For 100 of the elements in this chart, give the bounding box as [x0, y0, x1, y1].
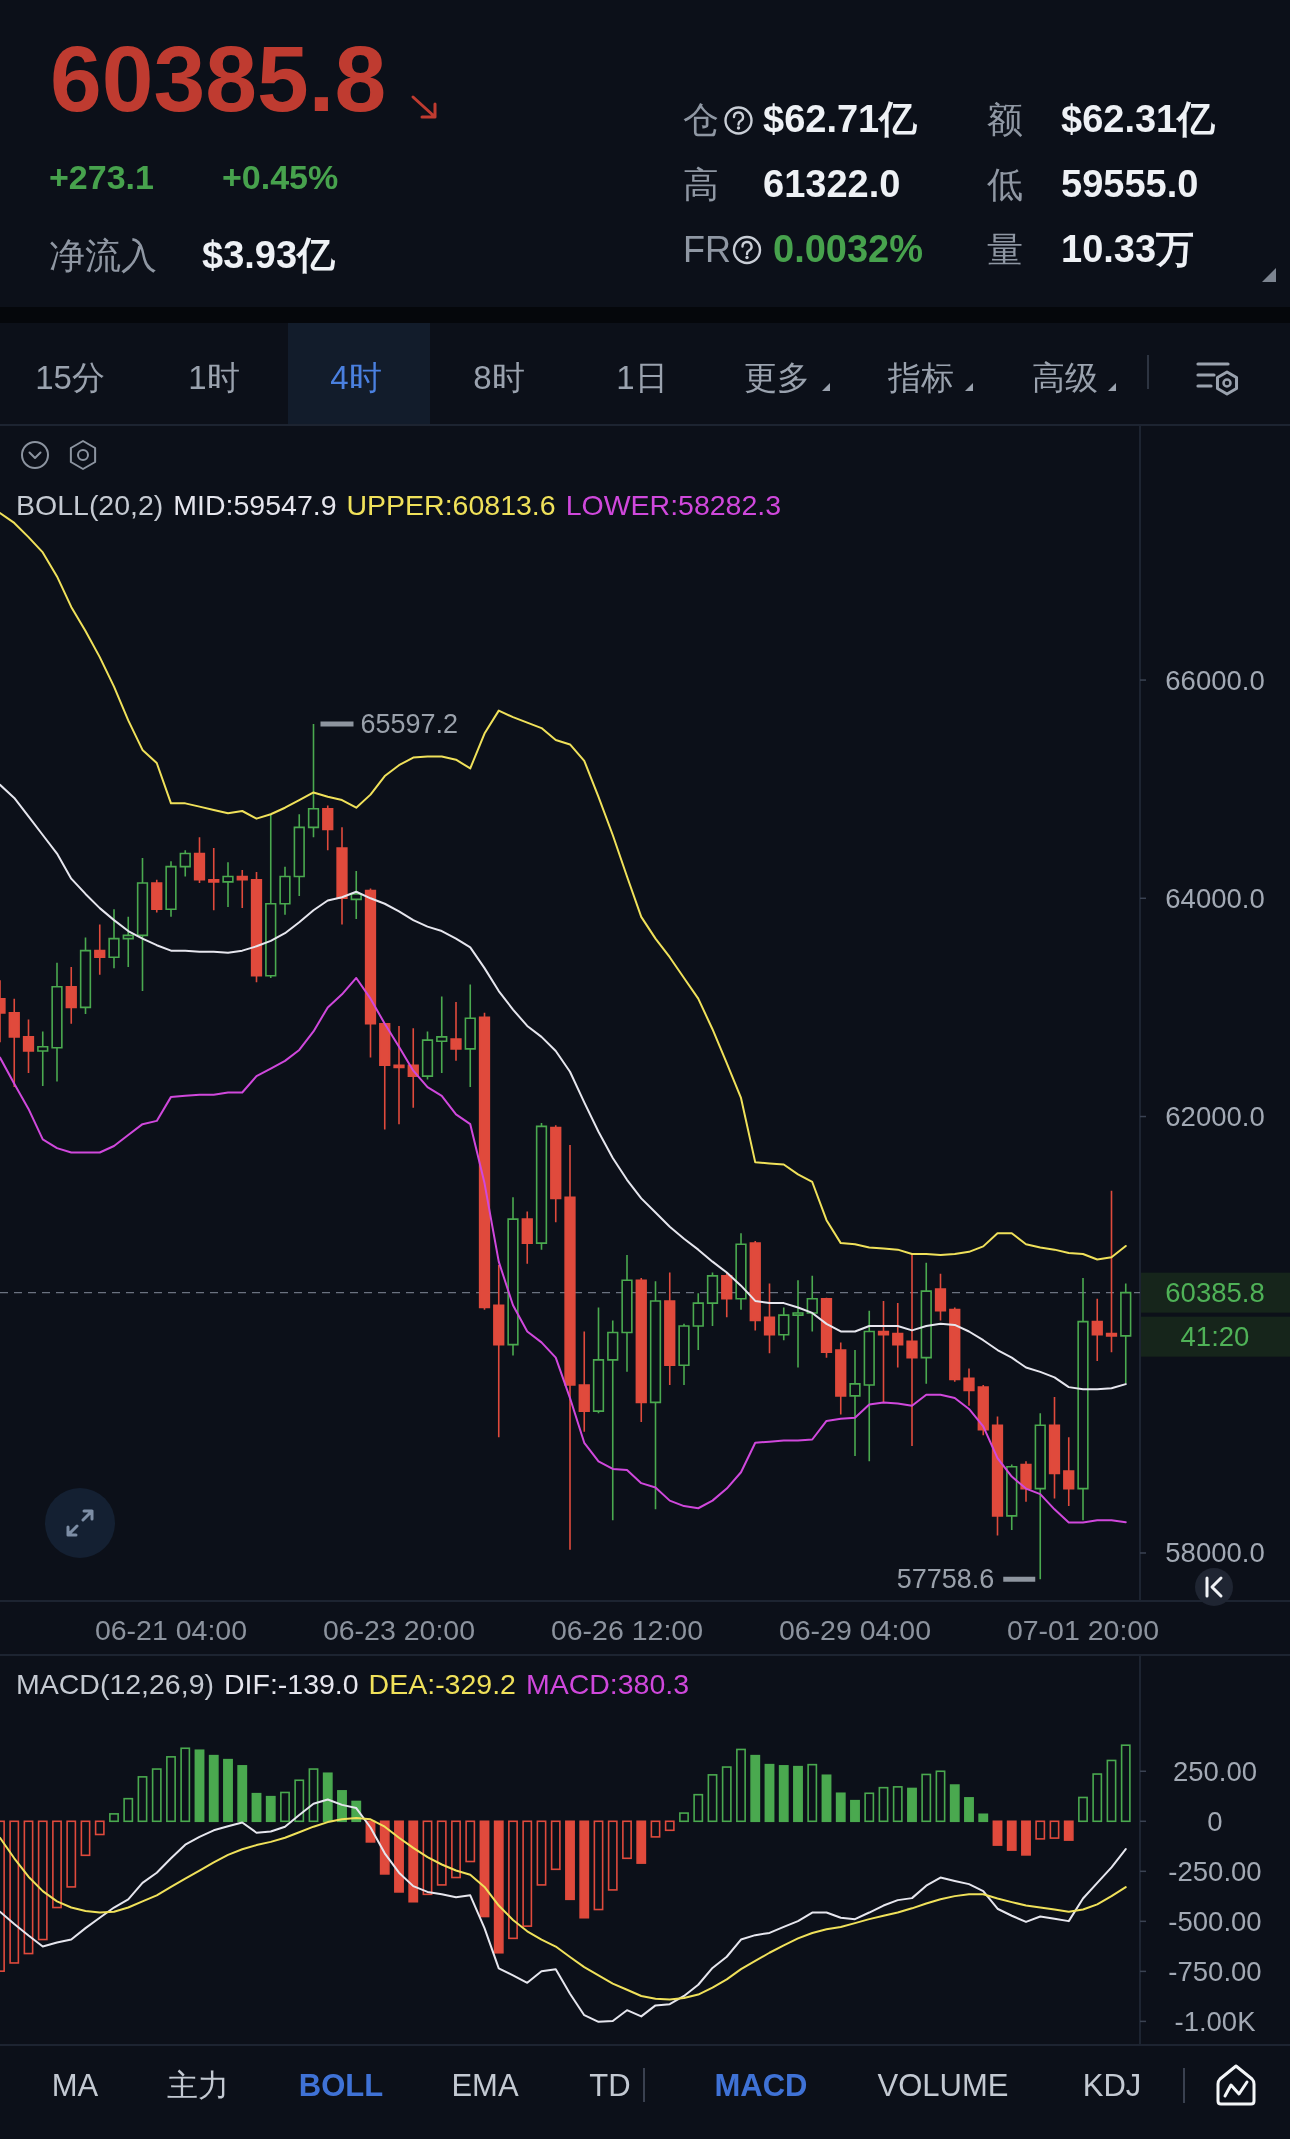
- bar: [451, 1820, 461, 1879]
- candlestick: [336, 826, 348, 926]
- bar: [935, 1770, 946, 1823]
- text: 量: [987, 229, 1023, 270]
- bar: [878, 1786, 889, 1823]
- bar: [892, 1786, 903, 1823]
- bar: [850, 1799, 860, 1823]
- bar: [565, 1820, 575, 1901]
- candlestick: [564, 1144, 576, 1551]
- bar: [1092, 1773, 1103, 1823]
- candlestick: [393, 1025, 405, 1125]
- bar: [835, 1792, 846, 1823]
- y-tick-label: 66000.0: [1165, 664, 1265, 696]
- bar: [978, 1813, 989, 1823]
- bar: [721, 1766, 732, 1823]
- x-tick-label: 06-23 20:00: [322, 1614, 476, 1646]
- candlestick: [250, 871, 263, 984]
- line-series: [0, 1817, 1127, 2001]
- bar: [907, 1787, 917, 1823]
- bar: [679, 1812, 689, 1823]
- bar: [137, 1776, 148, 1823]
- candlestick: [792, 1279, 804, 1369]
- bar: [251, 1792, 262, 1823]
- text: 61322.0: [763, 163, 901, 205]
- candlestick: [350, 870, 362, 920]
- bar: [508, 1820, 518, 1940]
- candlestick: [678, 1323, 690, 1386]
- text: 59555.0: [1061, 163, 1199, 205]
- text: $62.71亿: [763, 98, 919, 140]
- bar: [180, 1747, 191, 1823]
- candlestick: [265, 813, 277, 979]
- candlestick: [421, 1030, 434, 1081]
- x-tick-label: 06-26 12:00: [550, 1614, 704, 1646]
- candlestick: [535, 1122, 548, 1251]
- y-tick-label: -1.00K: [1174, 2005, 1257, 2037]
- bar: [223, 1758, 233, 1823]
- x-tick-label: 06-21 04:00: [94, 1614, 248, 1646]
- text: FR: [683, 229, 731, 270]
- bar: [664, 1820, 675, 1832]
- candlestick: [65, 966, 77, 1025]
- candlestick: [977, 1384, 989, 1436]
- candlestick: [706, 1271, 719, 1327]
- bar: [736, 1748, 746, 1823]
- legend-title: MACD(12,26,9): [16, 1668, 214, 1700]
- candlestick: [621, 1254, 633, 1373]
- bar: [921, 1773, 932, 1823]
- text: EMA: [451, 2068, 519, 2103]
- text: 仓: [683, 99, 719, 140]
- candlestick: [236, 869, 248, 909]
- text: 指标: [887, 359, 954, 396]
- candlestick: [108, 908, 120, 969]
- candlestick: [364, 887, 377, 1059]
- candlestick: [8, 997, 20, 1088]
- bar: [436, 1820, 447, 1886]
- bar: [66, 1820, 77, 1888]
- text: MID:59547.9: [173, 489, 337, 521]
- candlestick: [151, 878, 163, 914]
- candlestick: [749, 1240, 761, 1332]
- line-series: [0, 783, 1127, 1391]
- candlestick: [293, 813, 305, 897]
- text: 4时: [330, 359, 382, 396]
- candlestick: [37, 1030, 49, 1087]
- bar: [237, 1765, 248, 1823]
- bar: [280, 1791, 290, 1823]
- candlestick: [892, 1302, 904, 1369]
- bar: [807, 1763, 818, 1823]
- text: 1时: [188, 359, 240, 396]
- text: 主力: [167, 2068, 229, 2103]
- candlestick: [607, 1319, 619, 1522]
- line-series: [0, 1798, 1127, 2023]
- candlestick: [436, 995, 448, 1074]
- text: 低: [987, 164, 1023, 205]
- candlestick: [835, 1341, 847, 1416]
- bar: [1021, 1820, 1031, 1856]
- candlestick: [550, 1124, 562, 1224]
- bar: [322, 1772, 333, 1823]
- candlestick: [22, 1018, 35, 1074]
- text: LOWER:58282.3: [565, 489, 782, 521]
- bar: [1006, 1820, 1017, 1851]
- bar: [964, 1797, 974, 1823]
- candlestick: [208, 847, 220, 912]
- candlestick: [493, 1264, 505, 1439]
- bar: [394, 1820, 404, 1893]
- candlestick: [521, 1210, 533, 1265]
- candlestick: [507, 1196, 519, 1357]
- bar: [693, 1793, 704, 1823]
- annotation: 65597.2: [360, 709, 459, 740]
- candlestick: [193, 836, 206, 884]
- y-tick-label: 250.00: [1172, 1755, 1258, 1787]
- bar: [793, 1765, 803, 1823]
- bar: [593, 1820, 604, 1911]
- bar: [650, 1820, 661, 1838]
- text: VOLUME: [877, 2068, 1009, 2103]
- candlestick: [763, 1282, 776, 1355]
- y-tick-label: -500.00: [1168, 1905, 1262, 1937]
- bar: [821, 1774, 832, 1823]
- bar: [864, 1792, 875, 1823]
- candlestick: [578, 1330, 590, 1433]
- x-tick-label: 06-29 04:00: [778, 1614, 932, 1646]
- candlestick: [51, 961, 63, 1083]
